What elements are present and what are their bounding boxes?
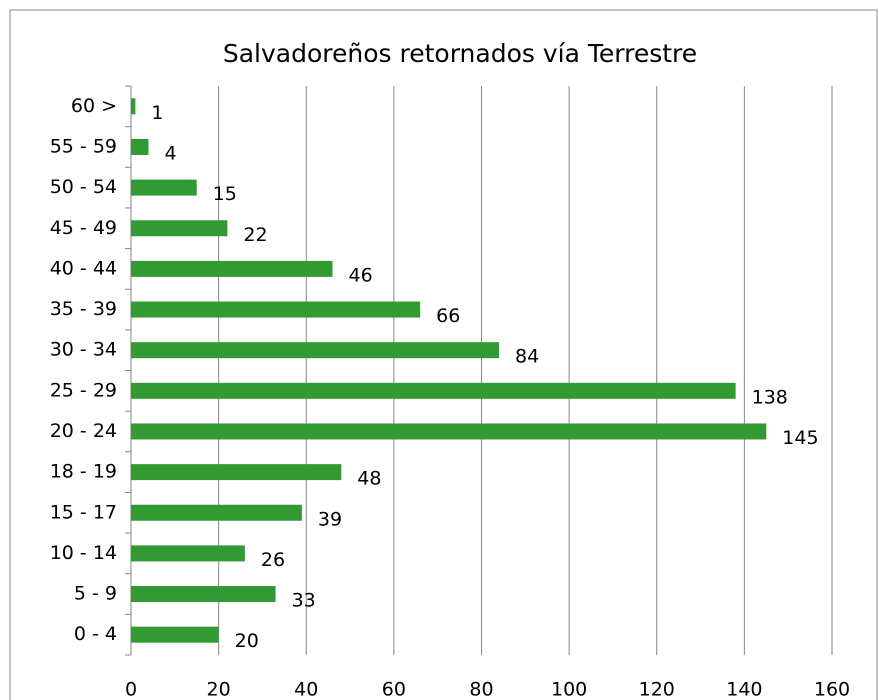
x-tick-label: 140 xyxy=(726,679,762,700)
x-tick-label: 20 xyxy=(207,679,231,700)
bar xyxy=(131,545,245,562)
y-tick-label: 15 - 17 xyxy=(50,501,117,523)
data-label: 22 xyxy=(243,224,267,246)
data-label: 39 xyxy=(318,508,342,530)
x-tick-label: 100 xyxy=(551,679,587,700)
y-tick-label: 40 - 44 xyxy=(50,257,117,279)
x-tick-label: 120 xyxy=(639,679,675,700)
bar xyxy=(131,138,149,155)
data-label: 66 xyxy=(436,305,460,327)
bar xyxy=(131,586,276,603)
x-tick-label: 40 xyxy=(294,679,318,700)
data-label: 46 xyxy=(349,264,373,286)
x-tick-label: 80 xyxy=(469,679,493,700)
y-tick-label: 35 - 39 xyxy=(50,298,117,320)
data-label: 26 xyxy=(261,549,285,571)
bar xyxy=(131,382,736,399)
data-label: 138 xyxy=(752,386,788,408)
y-tick-label: 0 - 4 xyxy=(74,623,117,645)
y-tick-label: 20 - 24 xyxy=(50,420,117,442)
bar xyxy=(131,504,302,521)
bar xyxy=(131,220,228,237)
bar xyxy=(131,260,333,277)
bar xyxy=(131,98,136,115)
x-tick-label: 160 xyxy=(814,679,850,700)
bar xyxy=(131,342,500,359)
bar xyxy=(131,301,421,318)
data-label: 1 xyxy=(151,102,163,124)
y-tick-label: 18 - 19 xyxy=(50,461,117,483)
bar xyxy=(131,179,197,196)
chart-title: Salvadoreños retornados vía Terrestre xyxy=(223,39,697,68)
data-label: 48 xyxy=(357,468,381,490)
x-tick-label: 0 xyxy=(125,679,137,700)
y-tick-label: 30 - 34 xyxy=(50,339,117,361)
data-label: 33 xyxy=(292,590,316,612)
y-tick-label: 10 - 14 xyxy=(50,542,117,564)
x-tick-label: 60 xyxy=(382,679,406,700)
data-label: 15 xyxy=(213,183,237,205)
data-label: 145 xyxy=(782,427,818,449)
bar xyxy=(131,423,767,440)
y-tick-label: 60 > xyxy=(71,95,117,117)
data-label: 84 xyxy=(515,346,539,368)
y-tick-label: 25 - 29 xyxy=(50,379,117,401)
y-tick-label: 45 - 49 xyxy=(50,217,117,239)
bar xyxy=(131,626,219,643)
y-tick-label: 5 - 9 xyxy=(74,583,117,605)
bar xyxy=(131,464,342,481)
data-label: 4 xyxy=(165,142,177,164)
y-tick-label: 50 - 54 xyxy=(50,176,117,198)
data-label: 20 xyxy=(235,630,259,652)
y-tick-label: 55 - 59 xyxy=(50,135,117,157)
